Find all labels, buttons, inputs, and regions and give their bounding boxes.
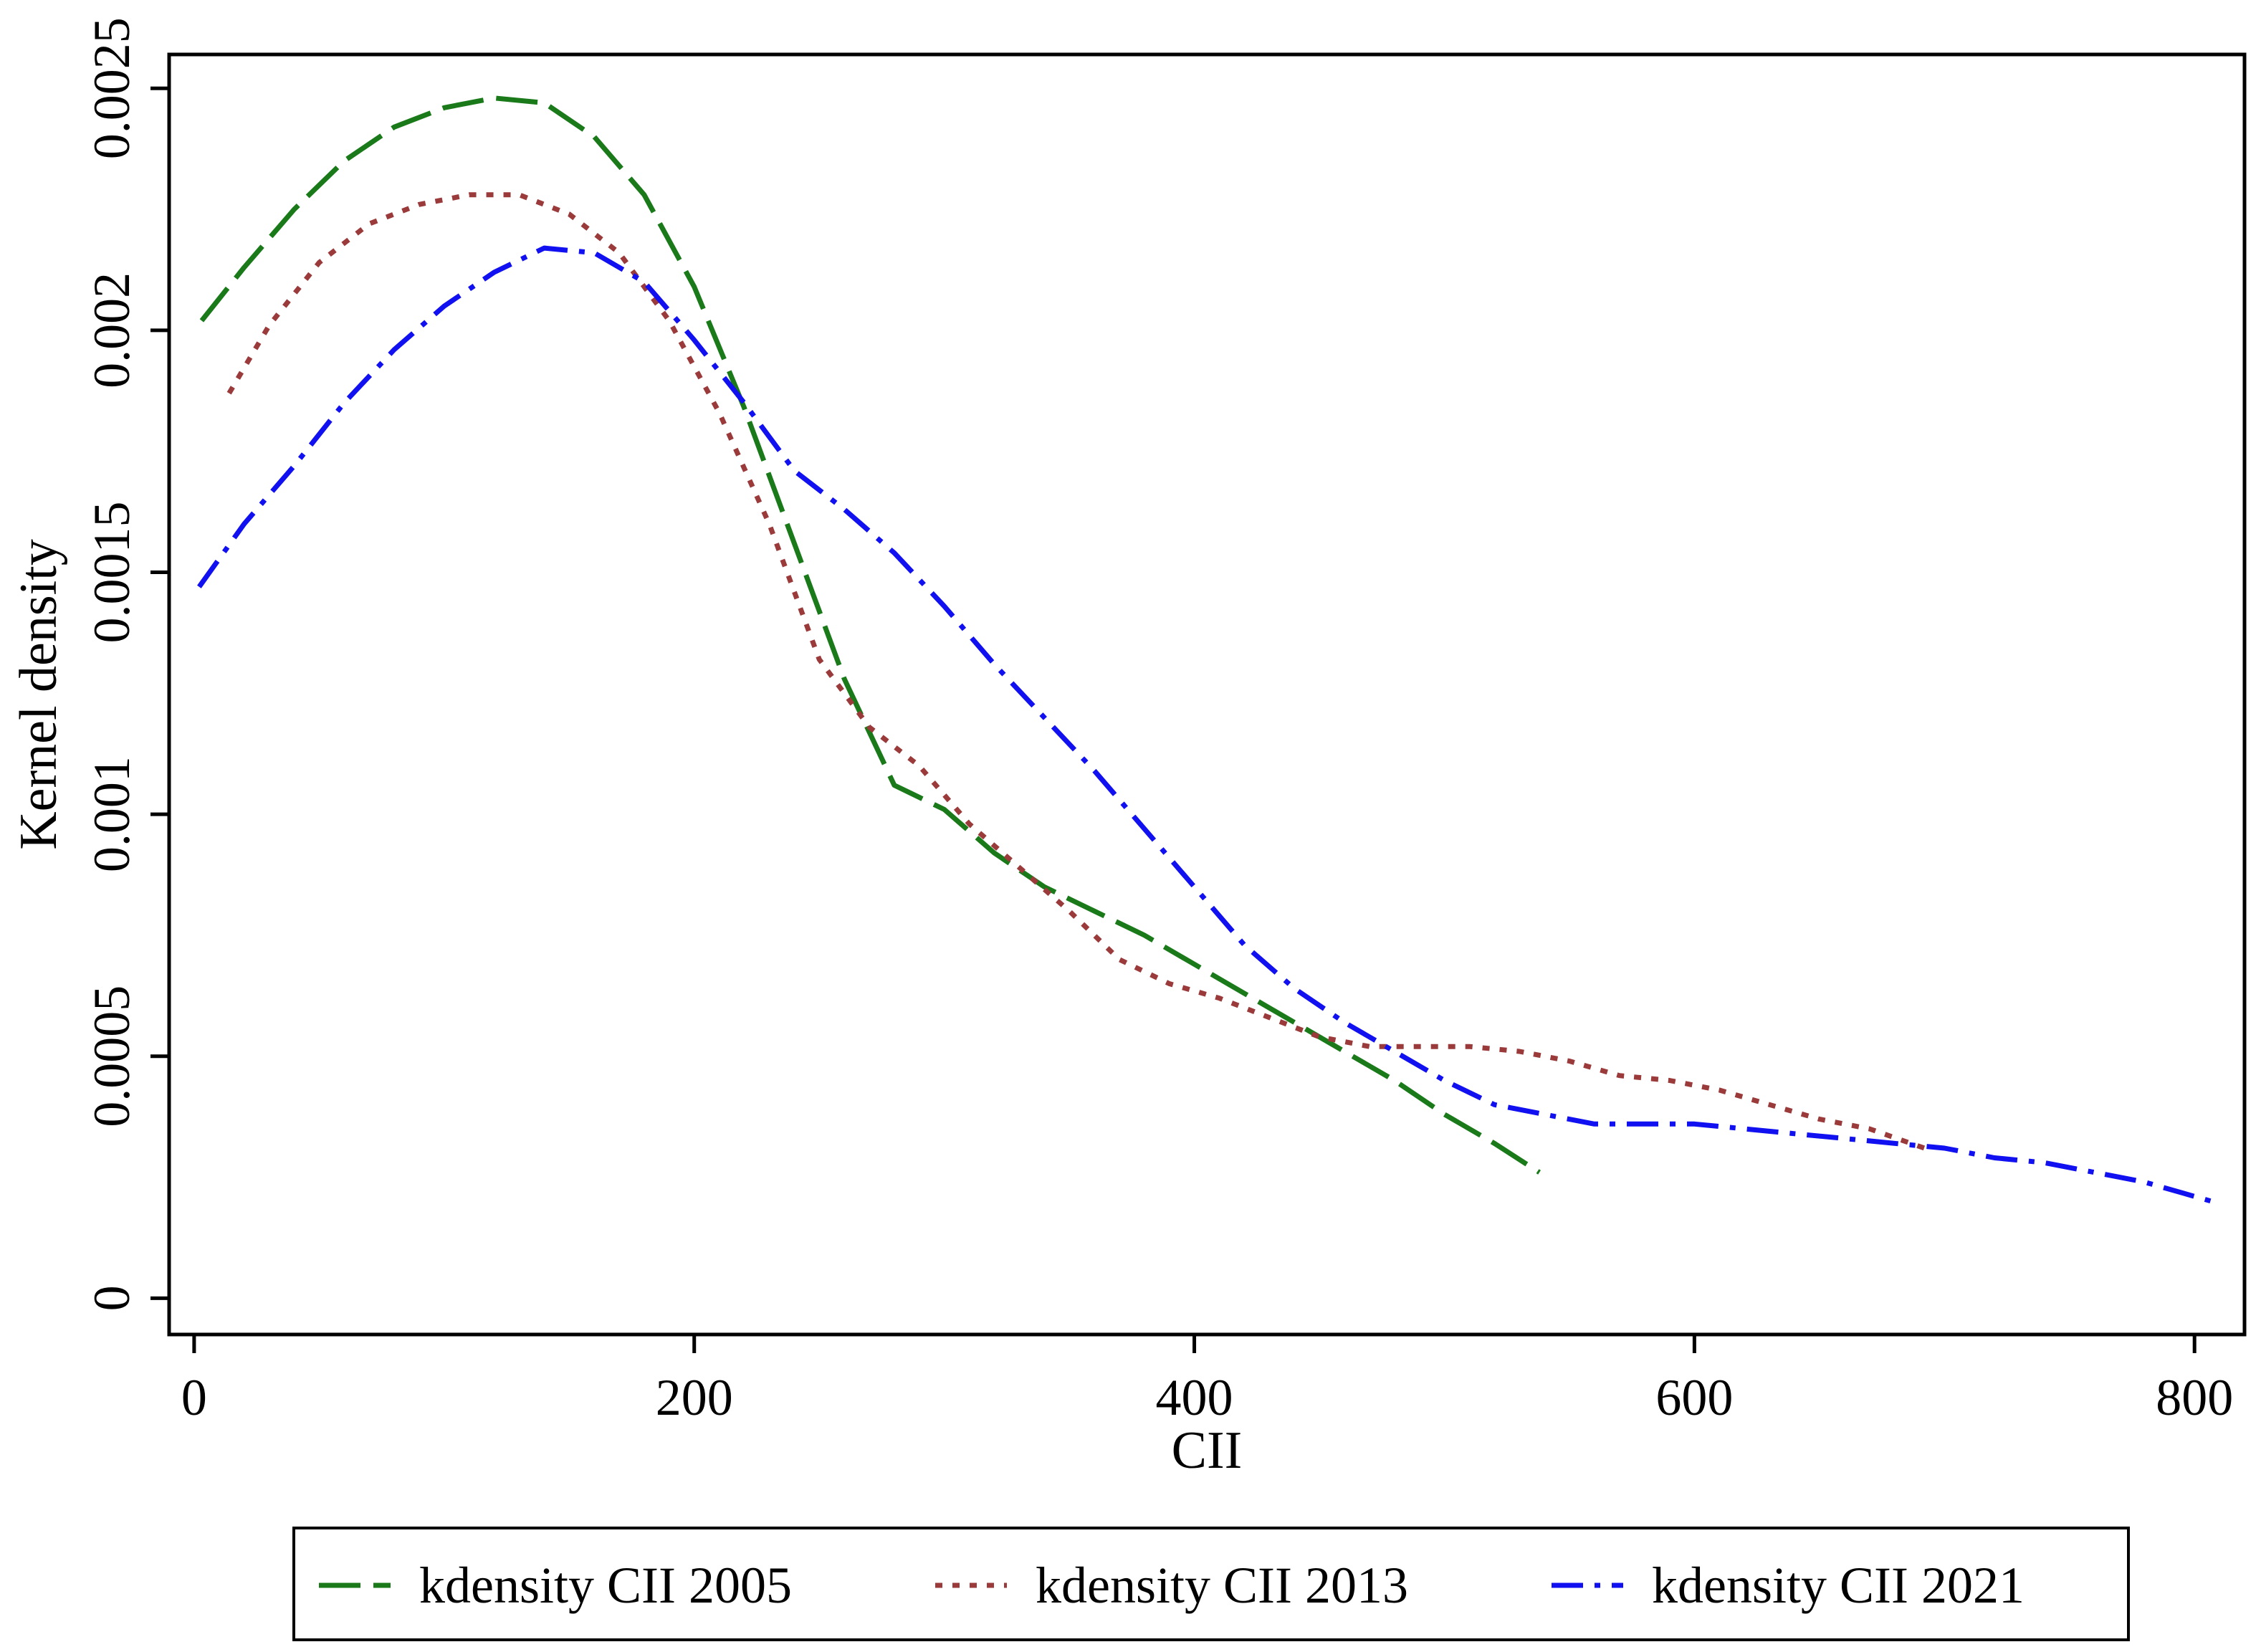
- series-lines: [197, 95, 2213, 1204]
- y-tick-label: 0.001: [83, 756, 140, 872]
- x-tick-label: 0: [181, 1369, 207, 1426]
- y-tick-label: 0.0025: [83, 17, 140, 159]
- x-tick-label: 600: [1655, 1369, 1733, 1426]
- y-tick-label: 0: [83, 1285, 140, 1311]
- legend-label-0: kdensity CII 2005: [419, 1557, 792, 1614]
- x-axis-title: CII: [1172, 1421, 1243, 1480]
- legend-label-2: kdensity CII 2021: [1652, 1557, 2025, 1614]
- y-tick-label: 0.0005: [83, 985, 140, 1127]
- x-tick-label: 400: [1156, 1369, 1233, 1426]
- legend-frame: [292, 1527, 2130, 1641]
- legend: kdensity CII 2005 kdensity CII 2013 kdensi…: [292, 1527, 2130, 1641]
- plot-frame: [167, 52, 2247, 1337]
- legend-items: kdensity CII 2005 kdensity CII 2013 kdensi…: [319, 1557, 2025, 1614]
- y-tick-label: 0.002: [83, 272, 140, 388]
- x-tick-label: 800: [2156, 1369, 2233, 1426]
- series-line-0: [199, 95, 1541, 1175]
- legend-label-1: kdensity CII 2013: [1036, 1557, 1408, 1614]
- x-axis-ticks: 0 200 400 600 800: [181, 1335, 2233, 1426]
- x-tick-label: 200: [656, 1369, 733, 1426]
- y-axis-ticks: 0 0.0005 0.001 0.0015 0.002 0.0025: [83, 17, 169, 1311]
- series-line-1: [226, 192, 1926, 1151]
- y-axis-title: Kernel density: [9, 539, 68, 850]
- y-tick-label: 0.0015: [83, 502, 140, 644]
